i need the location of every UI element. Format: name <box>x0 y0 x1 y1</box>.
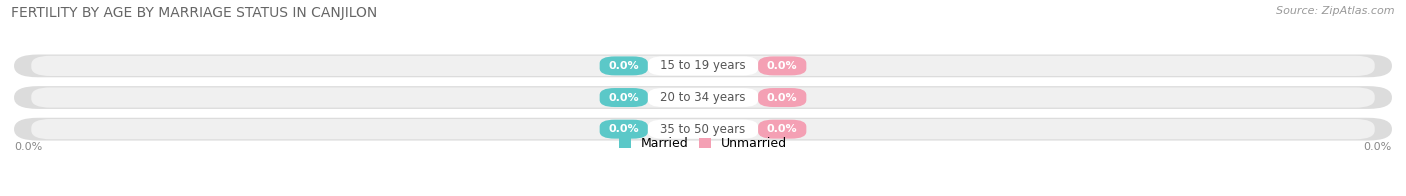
FancyBboxPatch shape <box>599 56 648 75</box>
Legend: Married, Unmarried: Married, Unmarried <box>613 132 793 155</box>
FancyBboxPatch shape <box>14 118 1392 141</box>
FancyBboxPatch shape <box>14 54 1392 77</box>
FancyBboxPatch shape <box>758 88 807 107</box>
Text: Source: ZipAtlas.com: Source: ZipAtlas.com <box>1277 6 1395 16</box>
Text: 0.0%: 0.0% <box>14 142 42 152</box>
FancyBboxPatch shape <box>31 56 1375 76</box>
Text: 0.0%: 0.0% <box>766 61 797 71</box>
Text: 35 to 50 years: 35 to 50 years <box>661 123 745 136</box>
Text: 0.0%: 0.0% <box>609 124 640 134</box>
FancyBboxPatch shape <box>758 56 807 75</box>
Text: 20 to 34 years: 20 to 34 years <box>661 91 745 104</box>
FancyBboxPatch shape <box>599 88 648 107</box>
FancyBboxPatch shape <box>648 88 758 107</box>
FancyBboxPatch shape <box>31 119 1375 139</box>
Text: 15 to 19 years: 15 to 19 years <box>661 59 745 72</box>
Text: 0.0%: 0.0% <box>609 61 640 71</box>
Text: 0.0%: 0.0% <box>609 93 640 103</box>
FancyBboxPatch shape <box>758 120 807 139</box>
Text: 0.0%: 0.0% <box>766 93 797 103</box>
Text: 0.0%: 0.0% <box>766 124 797 134</box>
Text: FERTILITY BY AGE BY MARRIAGE STATUS IN CANJILON: FERTILITY BY AGE BY MARRIAGE STATUS IN C… <box>11 6 377 20</box>
FancyBboxPatch shape <box>648 56 758 75</box>
FancyBboxPatch shape <box>31 87 1375 108</box>
Text: 0.0%: 0.0% <box>1364 142 1392 152</box>
FancyBboxPatch shape <box>648 120 758 139</box>
FancyBboxPatch shape <box>14 86 1392 109</box>
FancyBboxPatch shape <box>599 120 648 139</box>
